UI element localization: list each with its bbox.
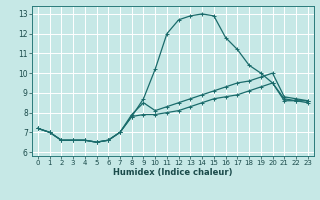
X-axis label: Humidex (Indice chaleur): Humidex (Indice chaleur) [113, 168, 233, 177]
